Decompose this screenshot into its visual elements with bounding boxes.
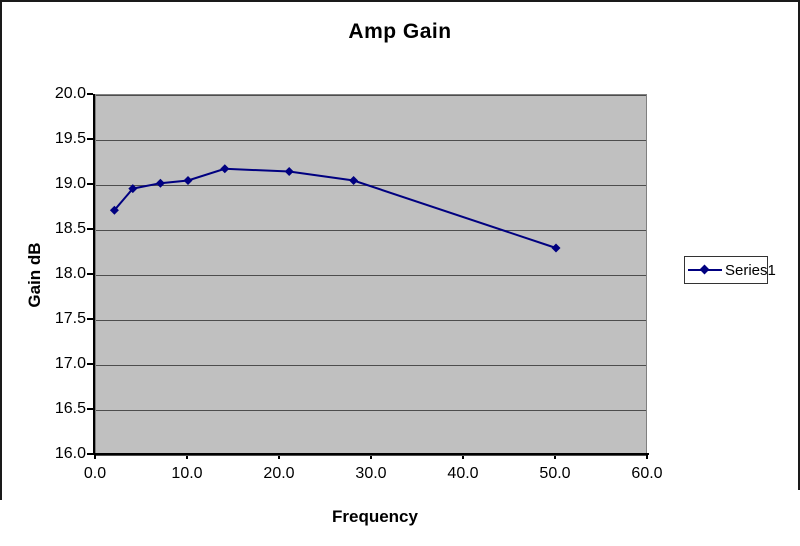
x-tick-label: 10.0: [171, 465, 203, 482]
x-tick-label: 0.0: [83, 465, 107, 482]
legend-label: Series1: [725, 261, 776, 279]
data-point-marker: [183, 176, 193, 185]
y-tick-label: 19.5: [54, 130, 86, 147]
gridline: [96, 275, 646, 276]
y-tick-mark: [87, 138, 93, 140]
y-tick-label: 18.0: [54, 265, 86, 282]
chart-border-left: [0, 0, 2, 500]
y-tick-mark: [87, 93, 93, 95]
gridline: [96, 140, 646, 141]
x-axis-title: Frequency: [332, 507, 418, 526]
x-tick-mark: [370, 454, 372, 459]
y-tick-label: 19.0: [54, 175, 86, 192]
x-tick-label: 50.0: [539, 465, 571, 482]
legend-series-marker: [688, 264, 722, 275]
diamond-icon: [699, 264, 710, 275]
x-tick-label: 30.0: [355, 465, 387, 482]
x-tick-mark: [94, 454, 96, 459]
chart-border-top: [0, 0, 800, 2]
chart-border-right: [798, 0, 800, 490]
plot-area: [95, 94, 647, 456]
y-tick-mark: [87, 183, 93, 185]
data-point-marker: [128, 184, 138, 194]
y-tick-label: 20.0: [54, 85, 86, 102]
y-tick-label: 18.5: [54, 220, 86, 237]
y-axis-line: [93, 94, 95, 455]
series-line: [113, 167, 557, 249]
y-tick-label: 17.0: [54, 355, 86, 372]
y-tick-mark: [87, 318, 93, 320]
gridline: [96, 95, 646, 96]
x-tick-label: 40.0: [447, 465, 479, 482]
y-tick-mark: [87, 453, 93, 455]
x-tick-mark: [554, 454, 556, 459]
y-tick-mark: [87, 363, 93, 365]
gridline: [96, 230, 646, 231]
x-tick-mark: [186, 454, 188, 459]
x-tick-mark: [462, 454, 464, 459]
y-tick-label: 16.0: [54, 445, 86, 462]
series-line-svg: [109, 164, 561, 253]
data-point-marker: [155, 178, 165, 188]
x-tick-label: 60.0: [631, 465, 663, 482]
y-tick-mark: [87, 228, 93, 230]
legend-box: Series1: [684, 256, 776, 284]
y-tick-label: 17.5: [54, 310, 86, 327]
x-tick-label: 20.0: [263, 465, 295, 482]
gridline: [96, 365, 646, 366]
data-point-marker: [109, 205, 119, 215]
gridline: [96, 455, 646, 456]
data-point-marker: [284, 167, 294, 176]
x-axis-line: [93, 453, 649, 455]
chart-title: Amp Gain: [348, 20, 452, 43]
data-point-marker: [551, 243, 561, 253]
y-tick-label: 16.5: [54, 400, 86, 417]
x-tick-mark: [646, 454, 648, 459]
gridline: [96, 320, 646, 321]
gridline: [96, 410, 646, 411]
data-point-marker: [220, 164, 230, 174]
y-tick-mark: [87, 408, 93, 410]
y-tick-mark: [87, 273, 93, 275]
x-tick-mark: [278, 454, 280, 459]
data-point-marker: [349, 176, 359, 185]
